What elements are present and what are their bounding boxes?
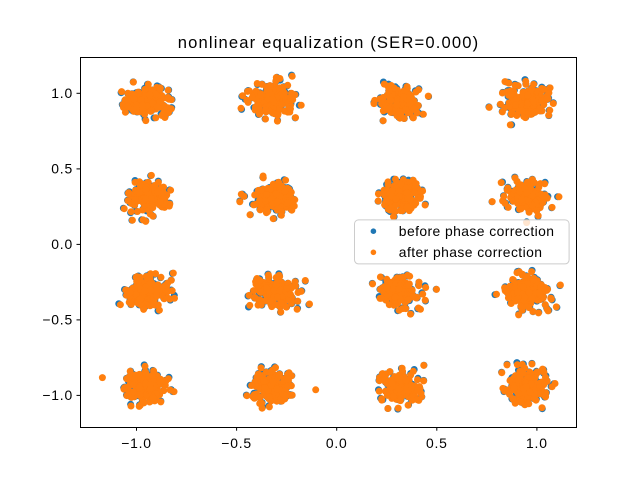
svg-text:0.0: 0.0: [51, 236, 73, 252]
svg-text:−1.0: −1.0: [42, 387, 73, 403]
svg-text:−0.5: −0.5: [221, 435, 252, 451]
svg-text:0.5: 0.5: [51, 161, 73, 177]
svg-text:0.5: 0.5: [426, 435, 448, 451]
svg-text:1.0: 1.0: [526, 435, 548, 451]
svg-text:after phase correction: after phase correction: [399, 244, 543, 260]
svg-text:nonlinear equalization (SER=0.: nonlinear equalization (SER=0.000): [178, 33, 480, 52]
svg-text:1.0: 1.0: [51, 85, 73, 101]
svg-text:−0.5: −0.5: [42, 312, 73, 328]
svg-text:0.0: 0.0: [326, 435, 348, 451]
svg-text:before phase correction: before phase correction: [399, 223, 555, 239]
svg-text:−1.0: −1.0: [121, 435, 152, 451]
